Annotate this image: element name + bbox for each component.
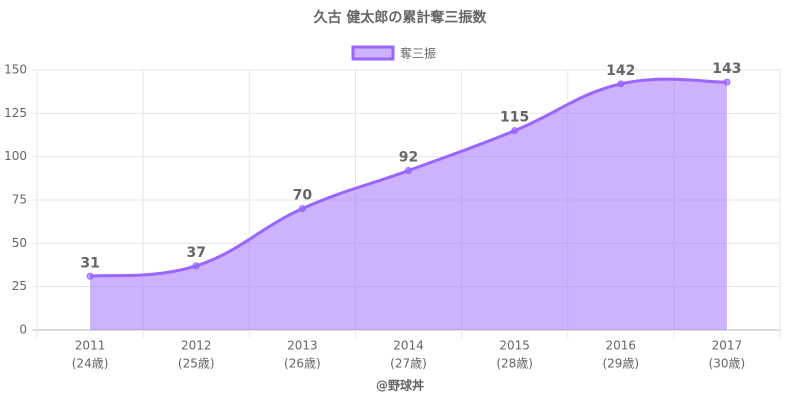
y-tick-label: 50	[12, 236, 27, 250]
x-tick-sublabel: (27歳)	[390, 357, 427, 371]
x-tick-sublabel: (25歳)	[178, 357, 215, 371]
data-label: 115	[500, 110, 529, 126]
x-tick-sublabel: (30歳)	[709, 357, 746, 371]
legend-label: 奪三振	[400, 46, 436, 61]
x-tick-label: 2012	[181, 339, 212, 353]
data-label: 31	[80, 255, 99, 271]
x-tick-label: 2016	[606, 339, 637, 353]
y-tick-label: 100	[4, 149, 27, 163]
x-tick-label: 2015	[499, 339, 530, 353]
data-label: 37	[186, 245, 205, 261]
x-tick-sublabel: (28歳)	[496, 357, 533, 371]
x-tick-label: 2017	[712, 339, 743, 353]
legend-swatch	[351, 45, 395, 61]
data-label: 92	[399, 150, 418, 166]
x-tick-sublabel: (29歳)	[602, 357, 639, 371]
chart-title: 久古 健太郎の累計奪三振数	[313, 9, 488, 26]
point	[192, 262, 200, 270]
x-tick-label: 2011	[75, 339, 106, 353]
data-label: 143	[712, 61, 741, 77]
point	[405, 167, 412, 175]
y-tick-label: 75	[12, 193, 27, 207]
data-label: 142	[606, 63, 635, 79]
footer: @野球丼	[376, 378, 424, 393]
x-tick-label: 2014	[393, 339, 424, 353]
point	[511, 127, 519, 135]
point	[298, 205, 306, 213]
point	[617, 80, 625, 88]
area	[90, 79, 727, 331]
x-tick-sublabel: (26歳)	[284, 357, 321, 371]
point	[723, 78, 731, 86]
y-tick-label: 0	[19, 323, 27, 337]
y-tick-label: 125	[4, 106, 27, 120]
y-tick-label: 150	[4, 63, 27, 77]
x-tick-sublabel: (24歳)	[72, 357, 109, 371]
y-tick-label: 25	[12, 279, 27, 293]
x-tick-label: 2013	[287, 339, 318, 353]
data-label: 70	[293, 188, 313, 204]
point	[86, 272, 94, 280]
